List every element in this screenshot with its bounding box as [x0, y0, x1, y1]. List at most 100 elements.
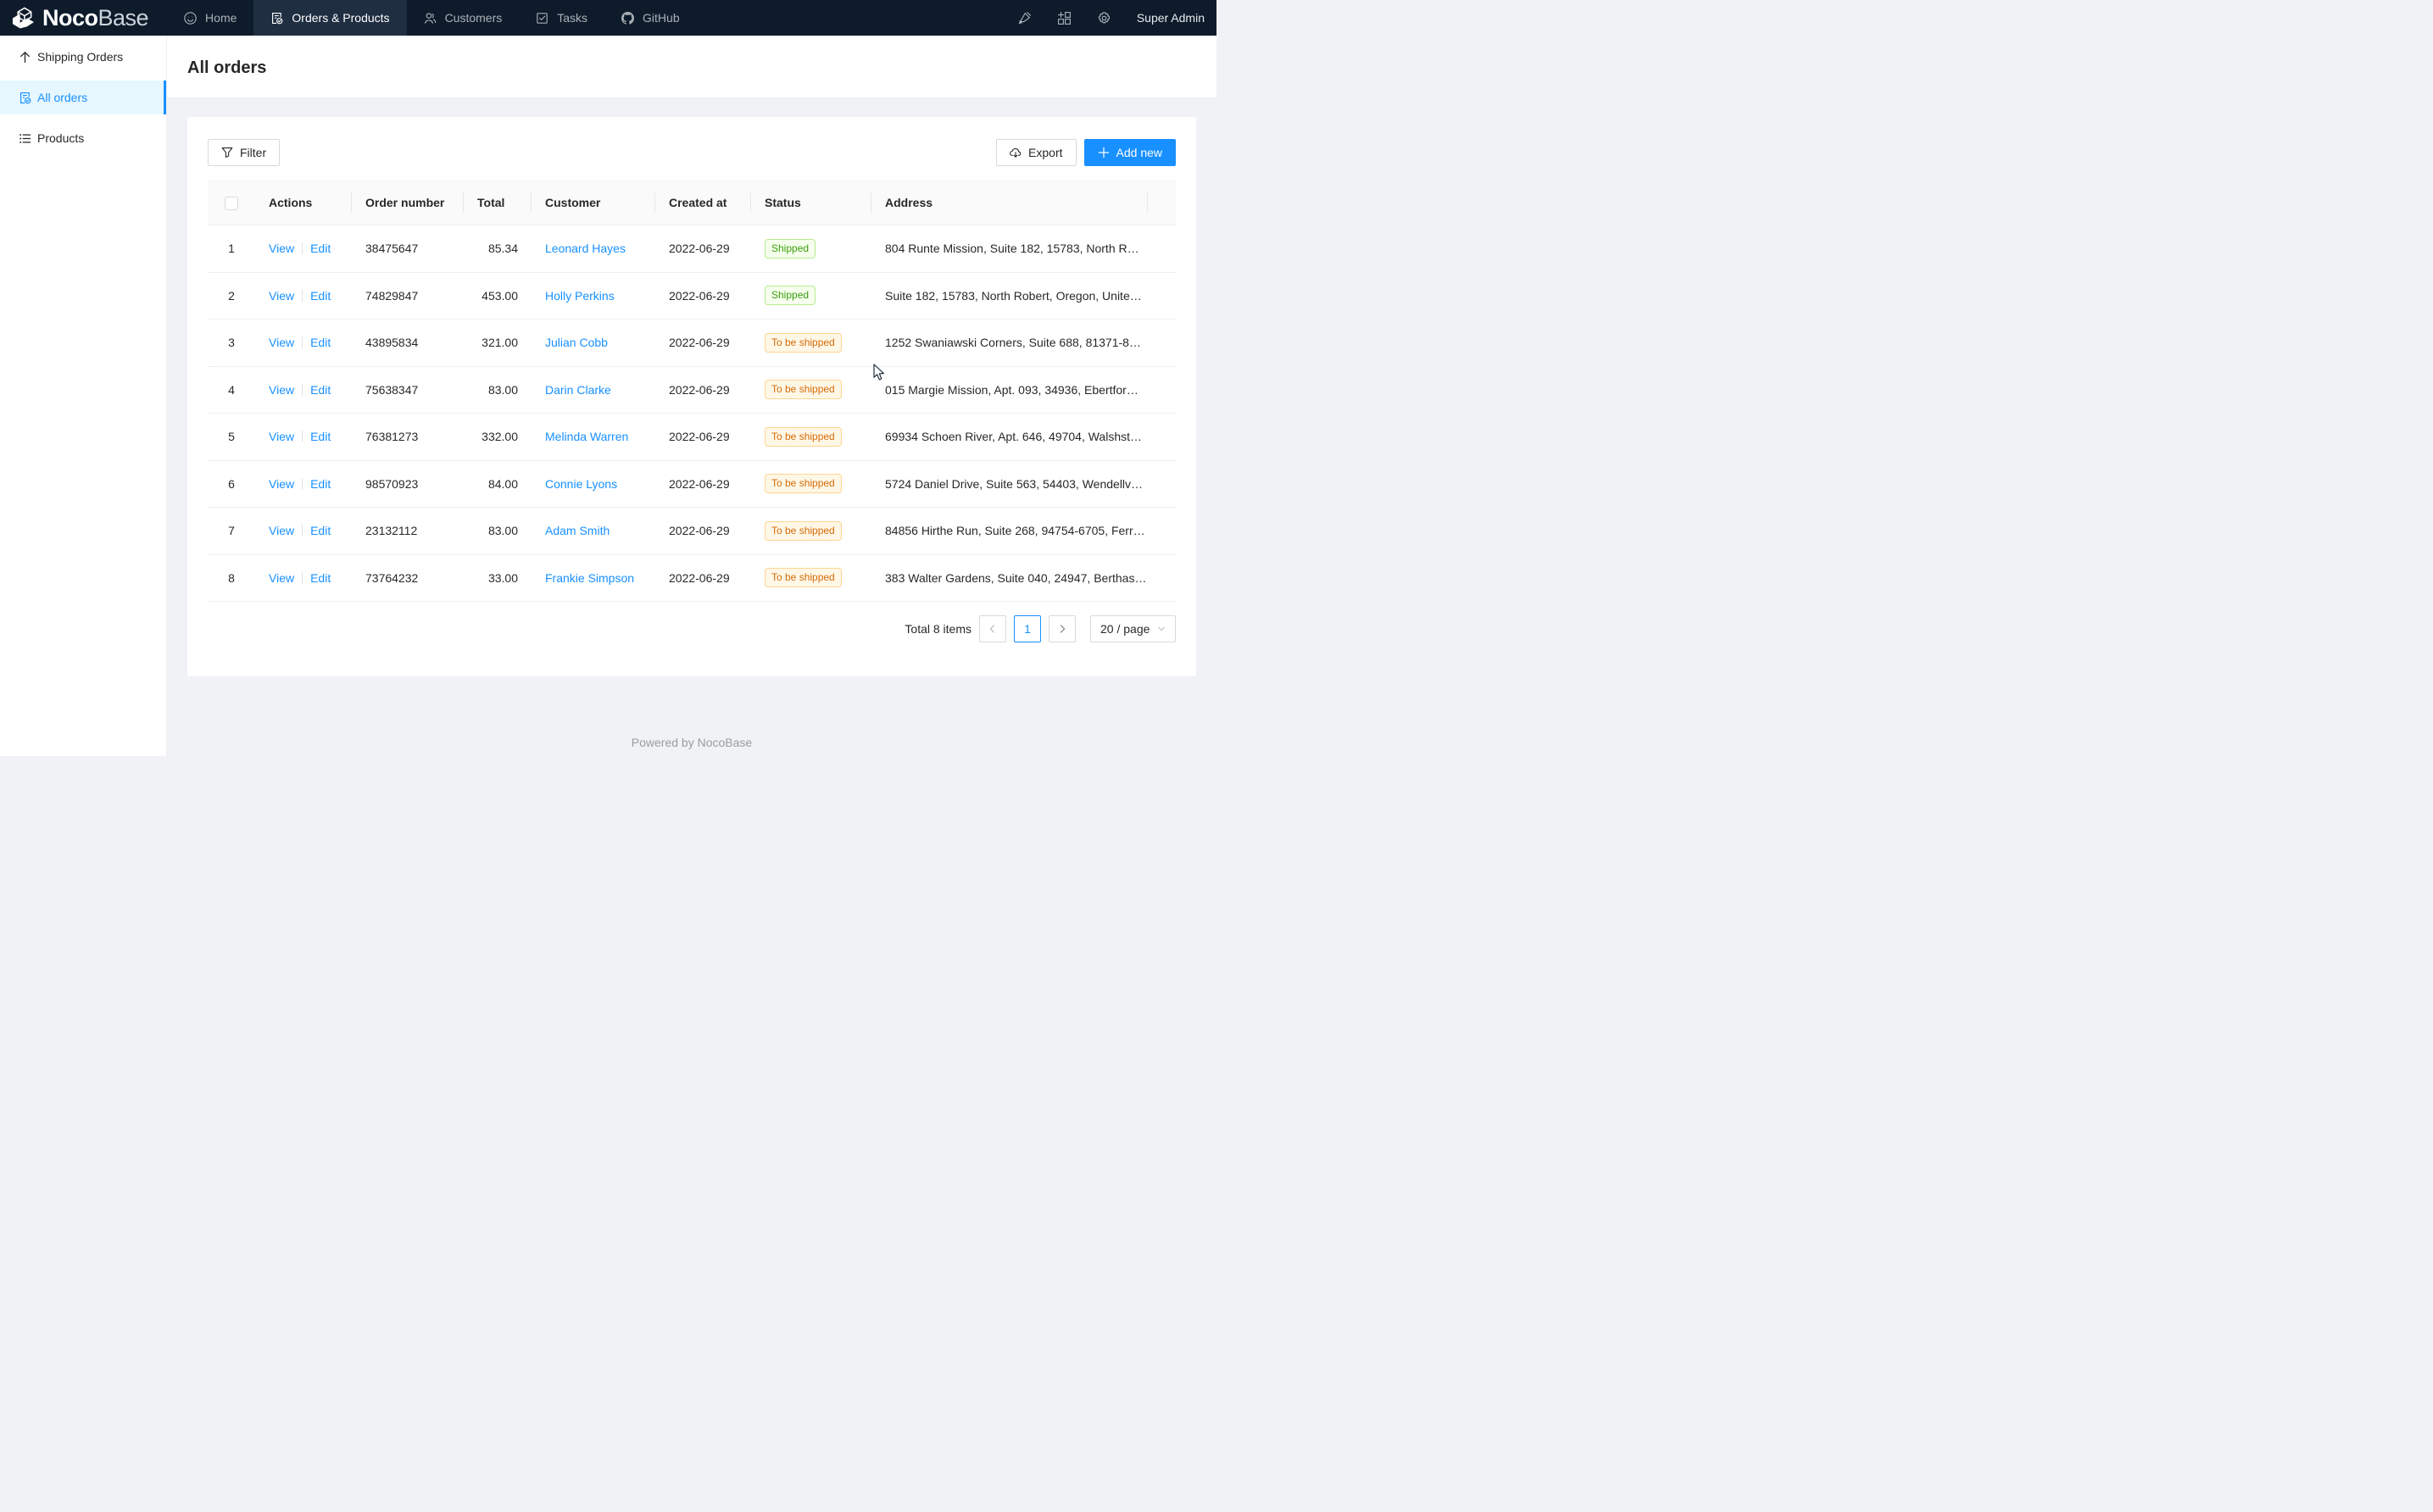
row-actions: View Edit [255, 507, 352, 555]
row-total: 85.34 [464, 225, 532, 273]
customer-link[interactable]: Holly Perkins [545, 288, 615, 303]
view-link[interactable]: View [269, 476, 295, 491]
row-created-at: 2022-06-29 [655, 507, 751, 555]
row-index[interactable]: 7 [208, 507, 255, 555]
row-created-at: 2022-06-29 [655, 272, 751, 320]
row-address: 804 Runte Mission, Suite 182, 15783, Nor… [871, 225, 1148, 273]
row-index[interactable]: 3 [208, 319, 255, 367]
row-customer: Connie Lyons [532, 460, 655, 508]
sidebar-item-label: All orders [37, 91, 88, 104]
row-index[interactable]: 6 [208, 460, 255, 508]
pagination-total: Total 8 items [905, 622, 972, 636]
nav-item-orders-products[interactable]: Orders & Products [253, 0, 407, 36]
customer-link[interactable]: Darin Clarke [545, 382, 611, 397]
status-badge: To be shipped [765, 520, 842, 541]
customer-link[interactable]: Melinda Warren [545, 430, 629, 444]
select-all-checkbox[interactable] [225, 196, 238, 210]
nocobase-logo[interactable]: Noco Base [0, 0, 167, 36]
settings-gear-icon[interactable] [1097, 11, 1111, 25]
filter-button[interactable]: Filter [208, 139, 281, 166]
row-index[interactable]: 4 [208, 366, 255, 414]
nav-item-tasks[interactable]: Tasks [519, 0, 604, 36]
row-actions: View Edit [255, 554, 352, 602]
row-spacer [1148, 413, 1176, 461]
edit-link[interactable]: Edit [310, 476, 331, 491]
select-all-header [208, 180, 255, 225]
brand-name-light: Base [97, 4, 149, 31]
edit-link[interactable]: Edit [310, 382, 331, 397]
edit-link[interactable]: Edit [310, 430, 331, 444]
nav-item-github[interactable]: GitHub [604, 0, 697, 36]
table-row: 5 View Edit 76381273 332.00 Melinda Warre… [208, 413, 1176, 461]
edit-link[interactable]: Edit [310, 524, 331, 538]
view-link[interactable]: View [269, 430, 295, 444]
row-total: 321.00 [464, 319, 532, 367]
sidebar-item-all-orders[interactable]: All orders [0, 81, 166, 114]
view-link[interactable]: View [269, 288, 295, 303]
customer-link[interactable]: Connie Lyons [545, 476, 618, 491]
row-index[interactable]: 2 [208, 272, 255, 320]
table-row: 2 View Edit 74829847 453.00 Holly Perkins… [208, 272, 1176, 320]
arrow-up-icon [19, 51, 31, 64]
highlighter-icon[interactable] [1017, 11, 1032, 25]
view-link[interactable]: View [269, 336, 295, 350]
row-total: 33.00 [464, 554, 532, 602]
edit-link[interactable]: Edit [310, 288, 331, 303]
table-row: 3 View Edit 43895834 321.00 Julian Cobb 2… [208, 319, 1176, 367]
status-badge: To be shipped [765, 380, 842, 400]
column-header-actions: Actions [255, 180, 352, 225]
customers-icon [424, 12, 437, 25]
row-order-number: 38475647 [352, 225, 464, 273]
row-customer: Holly Perkins [532, 272, 655, 320]
previous-page-button[interactable] [979, 615, 1006, 642]
row-customer: Frankie Simpson [532, 554, 655, 602]
ui-editor-icon[interactable] [1057, 11, 1072, 25]
add-new-button[interactable]: Add new [1083, 139, 1176, 166]
table-row: 1 View Edit 38475647 85.34 Leonard Hayes … [208, 225, 1176, 273]
customer-link[interactable]: Frankie Simpson [545, 570, 635, 585]
view-link[interactable]: View [269, 524, 295, 538]
next-page-button[interactable] [1049, 615, 1076, 642]
row-status: To be shipped [751, 366, 871, 414]
sidebar-item-shipping-orders[interactable]: Shipping Orders [0, 40, 166, 74]
row-total: 453.00 [464, 272, 532, 320]
row-status: To be shipped [751, 413, 871, 461]
customer-link[interactable]: Leonard Hayes [545, 242, 626, 256]
edit-link[interactable]: Edit [310, 242, 331, 256]
row-order-number: 98570923 [352, 460, 464, 508]
row-index[interactable]: 5 [208, 413, 255, 461]
row-index[interactable]: 8 [208, 554, 255, 602]
page-number-button[interactable]: 1 [1014, 615, 1041, 642]
row-spacer [1148, 366, 1176, 414]
main-menu: Home Orders & Products Cust [167, 0, 697, 36]
nav-item-home[interactable]: Home [167, 0, 253, 36]
column-header-order-number: Order number [352, 180, 464, 225]
chevron-right-icon [1057, 624, 1067, 634]
table-row: 8 View Edit 73764232 33.00 Frankie Simpso… [208, 554, 1176, 602]
edit-link[interactable]: Edit [310, 336, 331, 350]
github-icon [621, 11, 635, 25]
user-menu[interactable]: Super Admin [1136, 11, 1205, 25]
table-header-row: Actions Order number Total Customer Crea… [208, 180, 1176, 225]
customer-link[interactable]: Julian Cobb [545, 336, 608, 350]
brand-wordmark: Noco Base [42, 4, 149, 31]
edit-link[interactable]: Edit [310, 570, 331, 585]
action-divider [302, 431, 303, 443]
view-link[interactable]: View [269, 382, 295, 397]
row-created-at: 2022-06-29 [655, 413, 751, 461]
export-button[interactable]: Export [996, 139, 1077, 166]
row-address: 69934 Schoen River, Apt. 646, 49704, Wal… [871, 413, 1148, 461]
nav-item-label: Home [205, 11, 237, 25]
customer-link[interactable]: Adam Smith [545, 524, 610, 538]
view-link[interactable]: View [269, 570, 295, 585]
row-status: To be shipped [751, 319, 871, 367]
table-action-bar: Filter Export [208, 139, 1176, 166]
row-index[interactable]: 1 [208, 225, 255, 273]
row-spacer [1148, 225, 1176, 273]
page-size-select[interactable]: 20 / page [1090, 615, 1176, 642]
nav-item-label: Orders & Products [292, 11, 390, 25]
nav-item-customers[interactable]: Customers [407, 0, 520, 36]
view-link[interactable]: View [269, 242, 295, 256]
sidebar-item-products[interactable]: Products [0, 121, 166, 155]
action-divider [302, 289, 303, 302]
